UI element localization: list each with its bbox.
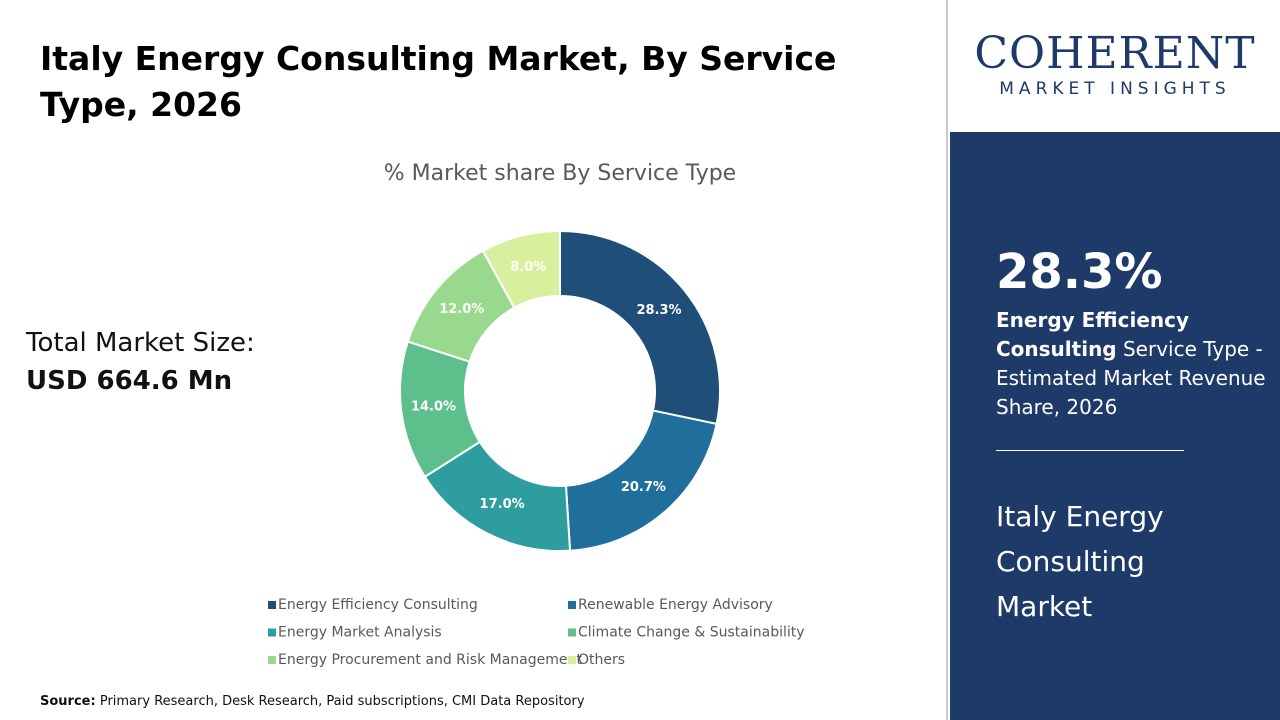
- highlight-desc: Energy Efficiency Consulting Service Typ…: [996, 306, 1266, 422]
- source: Source: Primary Research, Desk Research,…: [40, 694, 585, 709]
- legend-label: Climate Change & Sustainability: [578, 625, 805, 641]
- side-panel: 28.3% Energy Efficiency Consulting Servi…: [950, 132, 1280, 720]
- donut-slice: [559, 229, 721, 426]
- logo-tagline: MARKET INSIGHTS: [999, 79, 1231, 99]
- logo-word: COHERENT: [974, 28, 1256, 79]
- legend-swatch: [268, 628, 276, 637]
- legend-label: Energy Efficiency Consulting: [278, 597, 478, 613]
- legend-label: Renewable Energy Advisory: [578, 597, 773, 613]
- legend-swatch: [268, 601, 276, 609]
- source-text: Primary Research, Desk Research, Paid su…: [99, 694, 585, 709]
- legend-swatch: [568, 656, 576, 664]
- highlight-text: Service Type - Estimated Market Revenue …: [996, 337, 1266, 419]
- donut-slice: [481, 229, 561, 310]
- highlight-segment: Energy Efficiency Consulting: [996, 308, 1190, 361]
- divider: [996, 450, 1184, 451]
- legend-label: Energy Market Analysis: [278, 625, 442, 641]
- main-panel: Italy Energy Consulting Market, By Servi…: [26, 0, 948, 720]
- data-label: 14.0%: [411, 399, 456, 414]
- market-size-value: USD 664.6 Mn: [26, 366, 233, 396]
- highlight-market: Italy Energy Consulting Market: [996, 500, 1164, 623]
- chart-title: % Market share By Service Type: [384, 161, 736, 186]
- data-label: 8.0%: [510, 260, 546, 275]
- legend-label: Others: [578, 652, 625, 668]
- legend-swatch: [268, 656, 276, 664]
- page-title: Italy Energy Consulting Market, By Servi…: [40, 39, 837, 124]
- chart: % Market share By Service Type 28.3% 20.7…: [268, 161, 805, 668]
- market-size-label: Total Market Size:: [26, 328, 255, 358]
- data-label: 20.7%: [621, 480, 666, 495]
- legend-swatch: [568, 601, 576, 609]
- data-label: 12.0%: [439, 302, 484, 317]
- data-label: 17.0%: [480, 497, 525, 512]
- legend-label: Energy Procurement and Risk Management: [278, 652, 582, 668]
- data-label: 28.3%: [636, 303, 681, 318]
- highlight-share: 28.3%: [996, 244, 1163, 300]
- source-label: Source:: [40, 694, 96, 709]
- market-size: Total Market Size: USD 664.6 Mn: [26, 324, 255, 400]
- logo: COHERENT MARKET INSIGHTS: [950, 0, 1280, 132]
- legend-swatch: [568, 628, 576, 637]
